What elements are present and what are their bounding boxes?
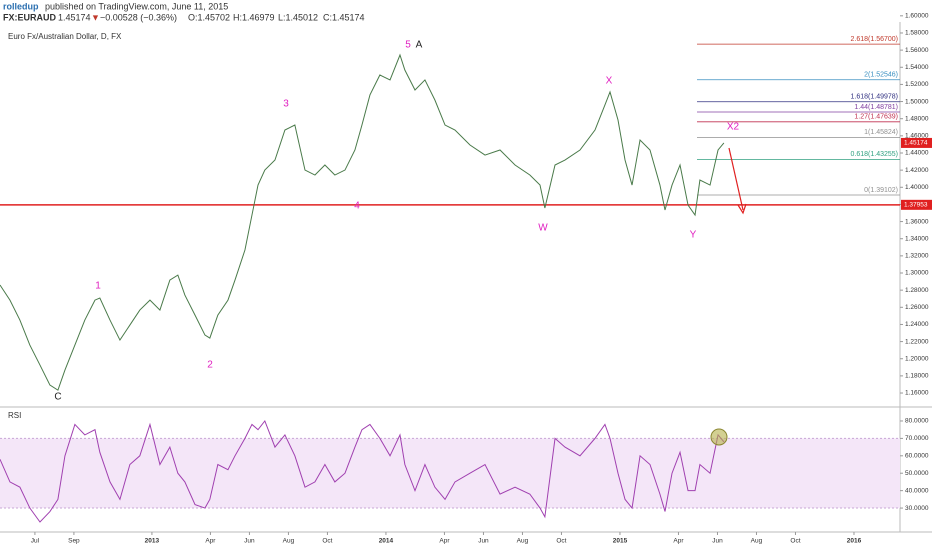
- x-tick-label: Jun: [244, 538, 255, 545]
- author[interactable]: rolledup: [3, 1, 39, 11]
- fib-label: 1(1.45824): [864, 129, 898, 136]
- x-tick-label: Apr: [439, 538, 450, 545]
- last-price-box: [901, 137, 932, 148]
- y-tick-label: 80.0000: [905, 418, 929, 425]
- wave-label: W: [538, 223, 548, 234]
- wave-label: 4: [354, 201, 360, 212]
- y-tick-label: 1.18000: [905, 373, 929, 380]
- close: C:1.45174: [323, 12, 365, 22]
- fib-label: 2.618(1.56700): [851, 36, 898, 43]
- y-tick-label: 1.32000: [905, 253, 929, 260]
- change: −0.00528 (−0.36%): [100, 12, 177, 22]
- y-tick-label: 1.34000: [905, 235, 929, 242]
- y-tick-label: 1.26000: [905, 304, 929, 311]
- y-tick-label: 1.48000: [905, 115, 929, 122]
- x-tick-label: Sep: [68, 538, 80, 545]
- y-tick-label: 70.0000: [905, 435, 929, 442]
- fib-label: 0(1.39102): [864, 187, 898, 194]
- y-tick-label: 1.42000: [905, 167, 929, 174]
- y-tick-label: 1.54000: [905, 64, 929, 71]
- y-tick-label: 1.50000: [905, 98, 929, 105]
- x-tick-label: Aug: [283, 538, 295, 545]
- support-label: 1.37953: [904, 202, 928, 209]
- fib-label: 1.27(1.47639): [854, 114, 898, 121]
- x-tick-label: Oct: [556, 538, 566, 545]
- y-tick-label: 40.0000: [905, 487, 929, 494]
- x-tick-label: 2014: [379, 538, 394, 545]
- wave-label: 5: [405, 40, 411, 51]
- y-tick-label: 1.20000: [905, 355, 929, 362]
- y-tick-label: 1.36000: [905, 218, 929, 225]
- y-tick-label: 1.46000: [905, 133, 929, 140]
- fib-label: 1.618(1.49978): [851, 94, 898, 101]
- wave-label: 1: [95, 281, 101, 292]
- x-tick-label: Jun: [478, 538, 489, 545]
- x-tick-label: Aug: [751, 538, 763, 545]
- wave-label: C: [54, 392, 61, 403]
- forecast-arrowhead: [737, 203, 747, 215]
- y-tick-label: 1.52000: [905, 81, 929, 88]
- support-label-box: [901, 199, 932, 210]
- y-tick-label: 60.0000: [905, 453, 929, 460]
- x-tick-label: Apr: [673, 538, 684, 545]
- rsi-highlight: [710, 428, 728, 446]
- last: 1.45174: [58, 12, 91, 22]
- symbol: FX:EURAUD: [3, 12, 56, 22]
- open: O:1.45702: [188, 12, 230, 22]
- y-tick-label: 50.0000: [905, 470, 929, 477]
- wave-label: 3: [283, 99, 289, 110]
- rsi-band: [0, 438, 900, 509]
- x-tick-label: Jul: [31, 538, 40, 545]
- fib-label: 0.618(1.43255): [851, 151, 898, 158]
- x-tick-label: Jun: [712, 538, 723, 545]
- published: published on TradingView.com, June 11, 2…: [45, 1, 228, 11]
- y-tick-label: 1.58000: [905, 30, 929, 37]
- y-tick-label: 1.56000: [905, 47, 929, 54]
- x-tick-label: Apr: [205, 538, 216, 545]
- y-tick-label: 1.24000: [905, 321, 929, 328]
- x-tick-label: Oct: [790, 538, 800, 545]
- wave-label: A: [416, 40, 423, 51]
- last-price-label: 1.45174: [904, 140, 928, 147]
- low: L:1.45012: [278, 12, 318, 22]
- rsi-title: RSI: [8, 411, 21, 420]
- y-tick-label: 1.44000: [905, 150, 929, 157]
- x-tick-label: 2016: [847, 538, 862, 545]
- high: H:1.46979: [233, 12, 275, 22]
- y-tick-label: 30.0000: [905, 505, 929, 512]
- wave-label: X: [606, 76, 613, 87]
- y-tick-label: 1.60000: [905, 13, 929, 20]
- pane-title: Euro Fx/Australian Dollar, D, FX: [8, 32, 122, 41]
- fib-label: 1.44(1.48781): [854, 104, 898, 111]
- fib-label: 2(1.52546): [864, 72, 898, 79]
- wave-label: 2: [207, 360, 213, 371]
- x-tick-label: Aug: [517, 538, 529, 545]
- y-tick-label: 1.28000: [905, 287, 929, 294]
- x-tick-label: 2015: [613, 538, 628, 545]
- y-tick-label: 1.30000: [905, 270, 929, 277]
- wave-label: Y: [690, 230, 697, 241]
- forecast-arrow: [728, 147, 744, 211]
- wave-label: X2: [727, 122, 740, 133]
- y-tick-label: 1.16000: [905, 390, 929, 397]
- series-line: [0, 53, 725, 391]
- x-tick-label: Oct: [322, 538, 332, 545]
- y-tick-label: 1.22000: [905, 338, 929, 345]
- series-line: [0, 419, 725, 523]
- y-tick-label: 1.40000: [905, 184, 929, 191]
- direction: ▼: [91, 12, 100, 22]
- x-tick-label: 2013: [145, 538, 160, 545]
